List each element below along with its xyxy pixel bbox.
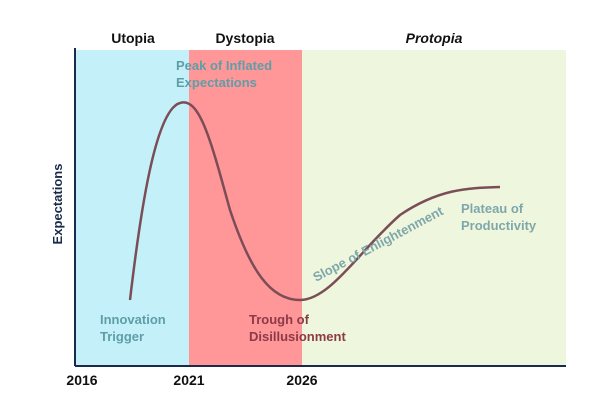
- era-label-dystopia: Dystopia: [215, 30, 274, 46]
- phase-label-innovation-trigger: Innovation Trigger: [100, 312, 169, 344]
- x-tick-label-2021: 2021: [173, 372, 204, 388]
- x-tick-label-2026: 2026: [286, 372, 317, 388]
- x-tick-label-2016: 2016: [66, 372, 97, 388]
- era-band-dystopia: [189, 50, 302, 366]
- y-axis-label: Expectations: [50, 164, 65, 245]
- phase-label-peak-of-inflated-expectations: Peak of Inflated Expectations: [176, 58, 276, 90]
- era-label-utopia: Utopia: [111, 30, 155, 46]
- hype-curve-line: [128, 101, 501, 302]
- era-band-utopia: [75, 50, 189, 366]
- phase-label-trough-of-disillusionment: Trough of Disillusionment: [249, 312, 346, 344]
- era-label-protopia: Protopia: [406, 30, 463, 46]
- era-band-protopia: [302, 50, 566, 366]
- era-bands: [75, 50, 566, 366]
- phase-label-plateau-of-productivity: Plateau of Productivity: [461, 201, 537, 233]
